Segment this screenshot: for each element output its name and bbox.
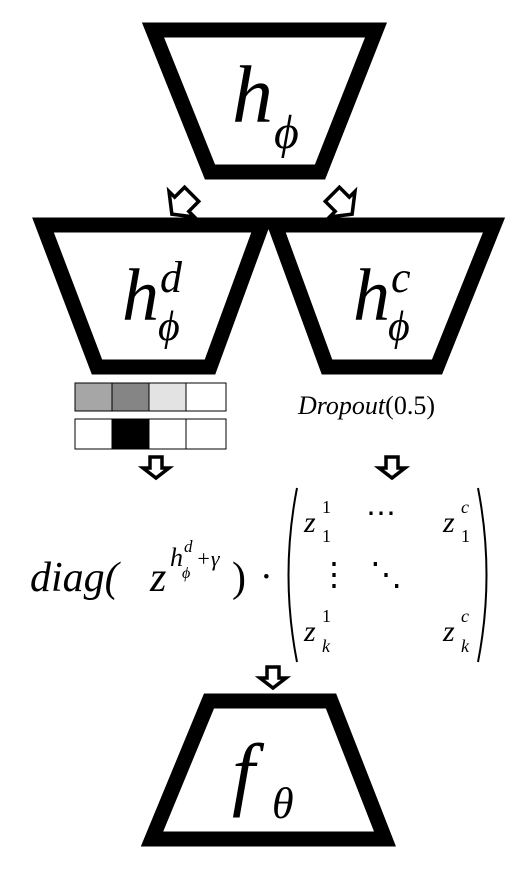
node-h-phi-sub: ϕ xyxy=(274,106,299,159)
svg-text:z: z xyxy=(442,615,455,648)
trapezoid-bottom xyxy=(140,693,396,847)
matrix-right-paren xyxy=(477,487,488,663)
node-h-phi: h ϕ xyxy=(141,22,388,180)
dropout-value: 0.5 xyxy=(394,391,427,420)
svg-text:z: z xyxy=(303,506,316,539)
matrix-entry-z1c: z c 1 xyxy=(442,497,470,546)
trapezoid-right xyxy=(264,217,506,375)
mask-cell xyxy=(148,382,187,412)
arrow-to-f-theta xyxy=(254,665,292,691)
svg-text:1: 1 xyxy=(322,606,331,626)
arrow-top-to-right xyxy=(322,184,358,220)
node-h-phi-c: h c ϕ xyxy=(264,217,506,375)
node-h-phi-label: h xyxy=(232,49,273,140)
node-f-theta-sub: θ xyxy=(272,779,294,828)
multiply-dot: · xyxy=(260,556,273,598)
diag-exp-rest: +γ xyxy=(196,546,221,571)
z-matrix: z 1 1 ⋯ z c 1 ⋮ ⋱ z 1 k z c k xyxy=(287,487,488,663)
node-h-phi-d-sub: ϕ xyxy=(158,304,180,350)
svg-text:c: c xyxy=(461,497,469,517)
mask-cell xyxy=(111,418,150,450)
dropout-close: ) xyxy=(426,391,435,420)
arrow-dropout-down xyxy=(373,455,411,481)
matrix-ddots: ⋱ xyxy=(370,556,402,592)
trapezoid-left xyxy=(32,217,273,375)
node-h-phi-c-sup: c xyxy=(391,253,411,302)
dropout-label: Dropout(0.5) xyxy=(297,391,435,420)
svg-text:k: k xyxy=(461,636,470,656)
mask-row-1 xyxy=(74,382,227,412)
mask-cell xyxy=(74,418,113,450)
mask-grid xyxy=(74,382,227,450)
diag-exp-h: h xyxy=(170,543,183,572)
svg-text:z: z xyxy=(442,506,455,539)
node-h-phi-c-sub: ϕ xyxy=(388,304,410,350)
matrix-left-paren xyxy=(287,487,298,663)
diag-base: z xyxy=(149,555,166,601)
node-h-phi-c-label: h xyxy=(353,255,390,337)
matrix-entry-z11: z 1 1 xyxy=(303,497,331,546)
svg-text:1: 1 xyxy=(461,526,470,546)
dropout-open: ( xyxy=(385,391,394,420)
node-h-phi-d: h d ϕ xyxy=(32,217,273,375)
svg-text:z: z xyxy=(303,615,316,648)
diag-close: ) xyxy=(232,555,246,601)
diag-exp-sup: d xyxy=(184,537,193,556)
matrix-entry-zkc: z c k xyxy=(442,606,470,656)
matrix-vdots: ⋮ xyxy=(318,556,350,592)
trapezoid-top xyxy=(141,22,388,180)
mask-cell xyxy=(74,382,113,412)
node-h-phi-d-label: h xyxy=(122,255,159,337)
mask-cell xyxy=(148,418,187,450)
arrow-top-to-left xyxy=(166,184,202,220)
svg-text:k: k xyxy=(322,636,331,656)
svg-text:c: c xyxy=(461,606,469,626)
node-f-theta: f θ xyxy=(140,693,396,847)
diag-func: diag( xyxy=(30,555,122,601)
svg-text:1: 1 xyxy=(322,526,331,546)
diag-expression: diag( z h d ϕ +γ ) · xyxy=(30,537,273,601)
diag-exp-sub: ϕ xyxy=(182,565,190,582)
matrix-entry-zk1: z 1 k xyxy=(303,606,331,656)
mask-cell xyxy=(185,382,227,412)
mask-cell xyxy=(111,382,150,412)
node-h-phi-d-sup: d xyxy=(160,253,183,302)
mask-row-2 xyxy=(74,418,227,450)
arrow-mask-down xyxy=(137,455,175,481)
mask-cell xyxy=(185,418,227,450)
svg-text:1: 1 xyxy=(322,497,331,517)
dropout-name: Dropout xyxy=(297,391,386,420)
matrix-hdots: ⋯ xyxy=(366,497,396,530)
